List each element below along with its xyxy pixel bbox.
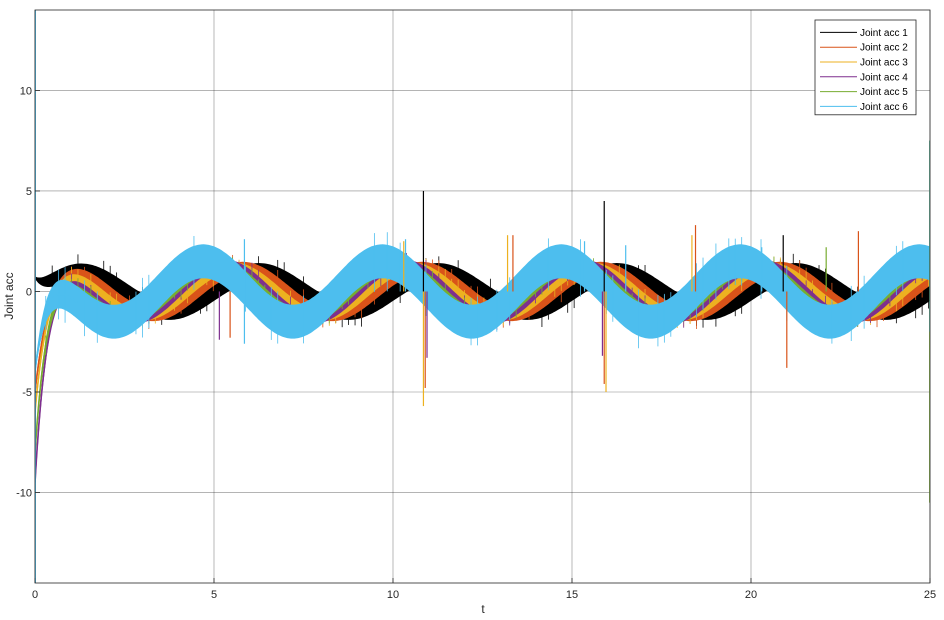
legend-entry: Joint acc 3 <box>860 58 908 69</box>
x-tick-label: 25 <box>924 589 936 601</box>
x-axis-label: t <box>481 602 485 616</box>
series-line-6 <box>35 232 930 373</box>
series-transient-6 <box>35 293 79 373</box>
legend-entry: Joint acc 5 <box>860 87 908 98</box>
legend-entry: Joint acc 2 <box>860 43 908 54</box>
axis-ticks: 0 5 10 15 20 25 10 5 0 -5 -10 <box>16 85 936 601</box>
legend-box <box>814 19 917 116</box>
legend-entry: Joint acc 4 <box>860 72 908 83</box>
x-tick-label: 5 <box>211 589 217 601</box>
x-tick-label: 20 <box>745 589 757 601</box>
series-band-6 <box>35 244 930 373</box>
y-tick-label: 0 <box>26 286 32 298</box>
legend-entry: Joint acc 1 <box>860 28 908 39</box>
plot-frame <box>34 9 931 584</box>
y-tick-label: -10 <box>16 488 32 500</box>
x-tick-label: 15 <box>566 589 578 601</box>
y-axis-label: Joint acc <box>2 272 16 319</box>
y-tick-label: -5 <box>22 387 32 399</box>
x-tick-label: 0 <box>32 589 38 601</box>
legend: Joint acc 1 Joint acc 2 Joint acc 3 Joint a… <box>814 19 917 116</box>
x-tick-label: 10 <box>387 589 399 601</box>
y-tick-label: 5 <box>26 186 32 198</box>
y-tick-label: 10 <box>20 85 32 97</box>
legend-entry: Joint acc 6 <box>860 102 908 113</box>
